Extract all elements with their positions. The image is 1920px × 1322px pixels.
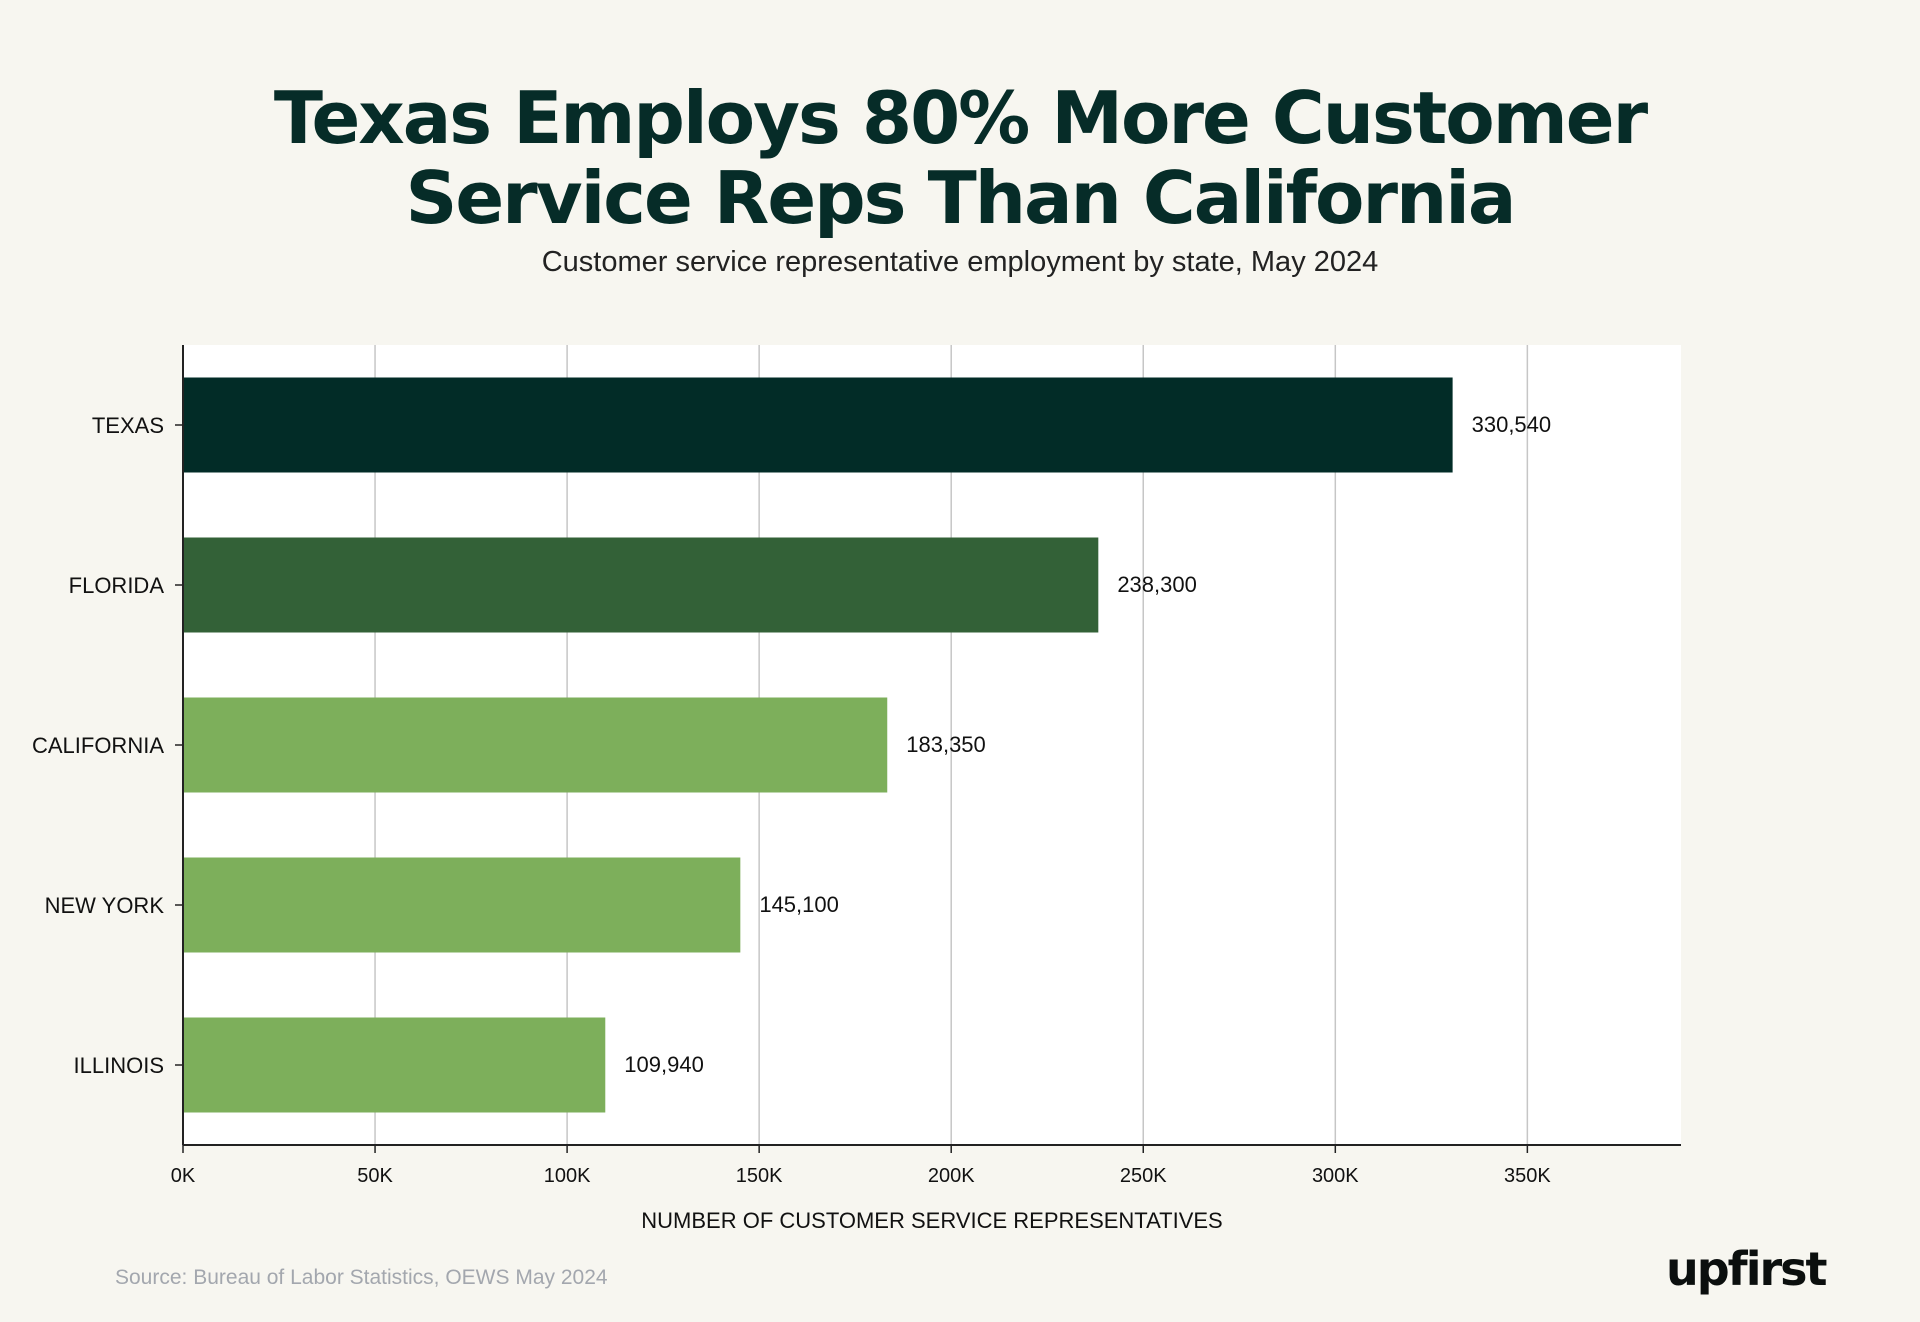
chart-title-line-1: Texas Employs 80% More Customer: [273, 76, 1648, 160]
upfirst-logo: upfirst: [1666, 1242, 1828, 1296]
x-tick-label: 0K: [171, 1165, 196, 1187]
category-label: FLORIDA: [69, 573, 165, 598]
x-axis-title: NUMBER OF CUSTOMER SERVICE REPRESENTATIV…: [641, 1208, 1222, 1233]
bar: [183, 1017, 606, 1113]
bar: [183, 537, 1099, 633]
category-label: NEW YORK: [45, 893, 165, 918]
x-tick-label: 200K: [928, 1165, 975, 1187]
data-label: 330,540: [1472, 412, 1552, 437]
x-tick-label: 350K: [1504, 1165, 1551, 1187]
chart-title: Texas Employs 80% More Customer Service …: [0, 78, 1920, 238]
x-tick-label: 100K: [544, 1165, 591, 1187]
chart-subtitle: Customer service representative employme…: [541, 246, 1379, 278]
source-note: Source: Bureau of Labor Statistics, OEWS…: [115, 1266, 608, 1289]
bar: [183, 697, 888, 793]
category-label: CALIFORNIA: [32, 733, 164, 758]
data-label: 109,940: [624, 1052, 704, 1077]
category-label: TEXAS: [92, 413, 164, 438]
x-tick-label: 300K: [1312, 1165, 1359, 1187]
category-label: ILLINOIS: [74, 1053, 164, 1078]
x-tick-label: 150K: [736, 1165, 783, 1187]
x-tick-label: 50K: [357, 1165, 393, 1187]
data-label: 238,300: [1117, 572, 1197, 597]
chart-title-line-2: Service Reps Than California: [405, 156, 1516, 240]
data-label: 145,100: [759, 892, 839, 917]
bar: [183, 857, 741, 953]
x-tick-label: 250K: [1120, 1165, 1167, 1187]
bar: [183, 377, 1453, 473]
data-label: 183,350: [906, 732, 986, 757]
